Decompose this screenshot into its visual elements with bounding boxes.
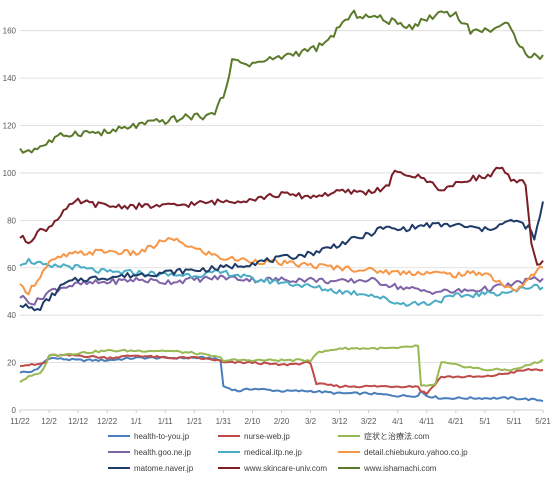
x-tick-label: 1/21 xyxy=(187,417,203,426)
x-tick-label: 3/22 xyxy=(361,417,377,426)
legend-label: www.ishamachi.com xyxy=(363,464,437,473)
series-line xyxy=(19,355,544,403)
series-line xyxy=(19,353,544,395)
series-line xyxy=(19,9,544,154)
series-line xyxy=(19,344,544,387)
x-tick-label: 4/1 xyxy=(392,417,404,426)
y-tick-label: 80 xyxy=(7,216,16,225)
y-tick-label: 40 xyxy=(7,311,16,320)
x-tick-label: 3/12 xyxy=(332,417,348,426)
x-tick-label: 2/20 xyxy=(274,417,290,426)
x-tick-label: 5/1 xyxy=(479,417,491,426)
legend-label: nurse-web.jp xyxy=(244,432,290,441)
y-tick-label: 140 xyxy=(3,74,17,83)
legend-label: detail.chiebukuro.yahoo.co.jp xyxy=(364,448,468,457)
y-tick-label: 120 xyxy=(3,122,17,131)
x-tick-label: 11/22 xyxy=(10,417,30,426)
legend-label: health.goo.ne.jp xyxy=(134,448,191,457)
x-tick-label: 1/1 xyxy=(131,417,143,426)
y-tick-label: 20 xyxy=(7,359,16,368)
x-tick-label: 12/12 xyxy=(68,417,89,426)
y-tick-label: 0 xyxy=(12,406,17,415)
x-tick-label: 3/2 xyxy=(305,417,317,426)
x-tick-label: 1/11 xyxy=(158,417,174,426)
series-line xyxy=(19,166,544,266)
series-line xyxy=(19,237,544,296)
x-tick-label: 12/2 xyxy=(41,417,57,426)
legend-label: health-to-you.jp xyxy=(134,432,190,441)
y-tick-label: 100 xyxy=(3,169,17,178)
series-line xyxy=(19,257,544,307)
x-tick-label: 4/21 xyxy=(448,417,464,426)
legend-label: 症状と治療法.com xyxy=(364,431,430,441)
x-tick-label: 12/22 xyxy=(97,417,118,426)
x-tick-label: 1/31 xyxy=(216,417,232,426)
series-line xyxy=(19,201,544,312)
y-tick-label: 160 xyxy=(3,27,17,36)
x-tick-label: 5/11 xyxy=(506,417,522,426)
x-tick-label: 2/10 xyxy=(245,417,261,426)
x-tick-label: 4/11 xyxy=(419,417,435,426)
legend-label: www.skincare-univ.com xyxy=(243,464,327,473)
legend-label: medical.itp.ne.jp xyxy=(244,448,302,457)
x-tick-label: 5/21 xyxy=(535,417,551,426)
legend-label: matome.naver.jp xyxy=(134,464,194,473)
y-tick-label: 60 xyxy=(7,264,16,273)
series-line xyxy=(19,274,544,306)
